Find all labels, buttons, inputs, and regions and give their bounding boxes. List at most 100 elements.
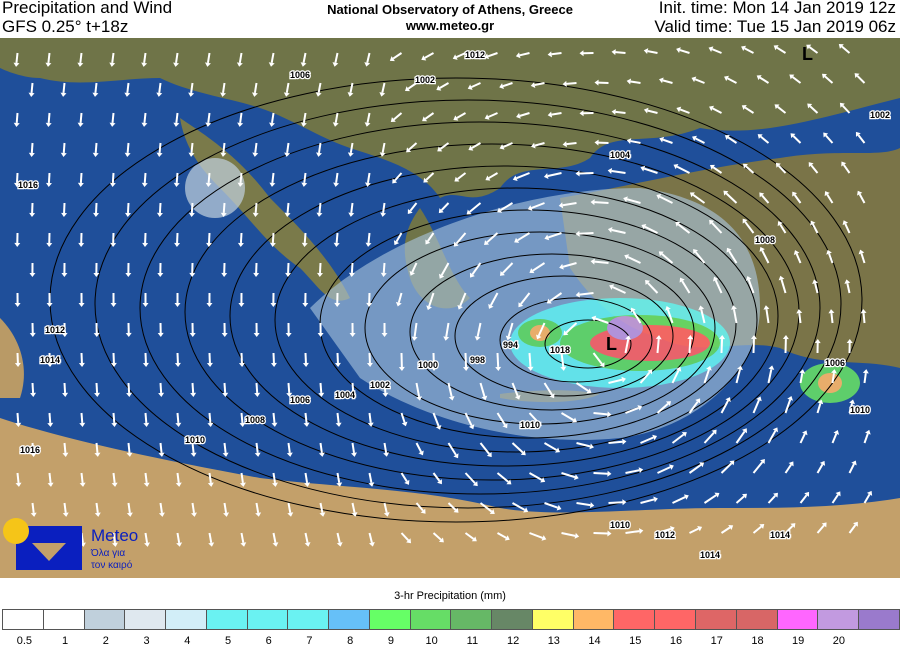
legend-swatch [410, 610, 452, 629]
isobar-label: 1010 [520, 420, 540, 430]
wind-arrow [173, 52, 180, 67]
wind-arrow [383, 502, 390, 517]
isobar-label: 998 [470, 355, 485, 365]
wind-arrow [484, 232, 499, 245]
wind-arrow [547, 111, 562, 118]
wind-arrow [364, 172, 371, 187]
wind-arrow [422, 112, 435, 122]
wind-arrow [464, 412, 475, 430]
wind-arrow [144, 532, 151, 547]
wind-arrow [158, 382, 165, 397]
wind-arrow [190, 442, 197, 457]
legend-label: 7 [306, 635, 313, 647]
isobar-label: 1012 [655, 530, 675, 540]
wind-arrow [778, 275, 787, 294]
precipitation [185, 158, 860, 440]
wind-arrow [254, 442, 261, 457]
wind-arrow [238, 292, 245, 307]
wind-arrow [692, 135, 705, 144]
wind-arrow [93, 322, 100, 337]
wind-arrow [812, 279, 819, 294]
wind-arrow [157, 262, 164, 277]
wind-arrow [269, 112, 275, 127]
wind-arrow [141, 112, 148, 127]
wind-arrow [848, 521, 858, 534]
wind-arrow [479, 442, 492, 458]
wind-arrow [351, 502, 358, 517]
wind-arrow [782, 335, 789, 354]
wind-arrow [334, 292, 341, 307]
wind-arrow [625, 528, 644, 535]
wind-arrow [777, 221, 787, 234]
wind-arrow [364, 52, 371, 67]
wind-arrow [286, 382, 293, 397]
institution: National Observatory of Athens, Greece w… [0, 2, 900, 34]
isobar-label: 1012 [465, 50, 485, 60]
wind-arrow [272, 472, 278, 487]
wind-arrow [284, 142, 291, 157]
wind-arrow [839, 102, 851, 114]
legend-label: 18 [751, 635, 764, 647]
wind-arrows [13, 43, 873, 547]
wind-arrow [608, 438, 627, 445]
wind-arrow [270, 352, 277, 367]
wind-arrow [270, 292, 277, 307]
wind-arrow [789, 74, 802, 84]
legend-label: 15 [629, 635, 642, 647]
wind-arrow [348, 202, 355, 217]
wind-arrow [790, 133, 802, 144]
legend-swatch [818, 610, 860, 629]
wind-arrow [543, 382, 555, 399]
wind-arrow [141, 172, 148, 187]
wind-arrow [511, 442, 526, 456]
wind-arrow [220, 82, 227, 97]
wind-arrow [467, 82, 481, 90]
wind-arrow [640, 496, 658, 504]
legend-swatch [369, 610, 411, 629]
isobar-line [544, 319, 632, 369]
wind-arrow [454, 172, 467, 182]
meteo-logo: Meteo Όλα για τον καιρό [2, 513, 152, 575]
wind-arrow [505, 322, 514, 341]
wind-arrow [175, 412, 182, 427]
legend-swatch [532, 610, 574, 629]
wind-arrow [79, 412, 86, 427]
wind-arrow [284, 202, 291, 217]
isobar-label: 1002 [870, 110, 890, 120]
weather-map: 1016 1014 1012 1010 1008 1006 1004 1002 1000 998 9… [0, 38, 900, 578]
legend-label: 4 [184, 635, 191, 647]
wind-arrow [45, 112, 52, 127]
wind-arrow [94, 382, 101, 397]
wind-arrow [173, 112, 180, 127]
wind-arrow [206, 232, 213, 247]
isobar-line [274, 187, 758, 453]
wind-arrow [142, 292, 149, 307]
wind-arrow [831, 491, 841, 504]
wind-arrow [496, 412, 508, 429]
wind-arrow [485, 172, 499, 181]
wind-arrow [592, 352, 605, 368]
wind-arrow [332, 52, 339, 67]
wind-arrow [439, 262, 450, 279]
wind-arrow [379, 82, 386, 97]
wind-arrow [30, 442, 37, 457]
wind-arrow [484, 52, 498, 60]
wind-arrow [124, 202, 131, 217]
wind-arrow [404, 82, 418, 92]
wind-arrow [61, 322, 68, 337]
wind-arrow [423, 172, 435, 183]
wind-arrow [658, 77, 673, 84]
wind-arrow [759, 192, 770, 204]
legend-swatch [492, 610, 533, 629]
isobars [49, 77, 863, 523]
wind-arrow [300, 52, 307, 67]
wind-arrow [816, 460, 826, 474]
isobar-label: 1014 [40, 355, 60, 365]
wind-arrow [406, 142, 418, 153]
wind-arrow [543, 172, 562, 179]
wind-arrow [206, 292, 213, 307]
wind-arrow [315, 82, 322, 97]
wind-arrow [29, 322, 36, 337]
wind-arrow [759, 246, 770, 264]
wind-arrow [174, 352, 181, 367]
